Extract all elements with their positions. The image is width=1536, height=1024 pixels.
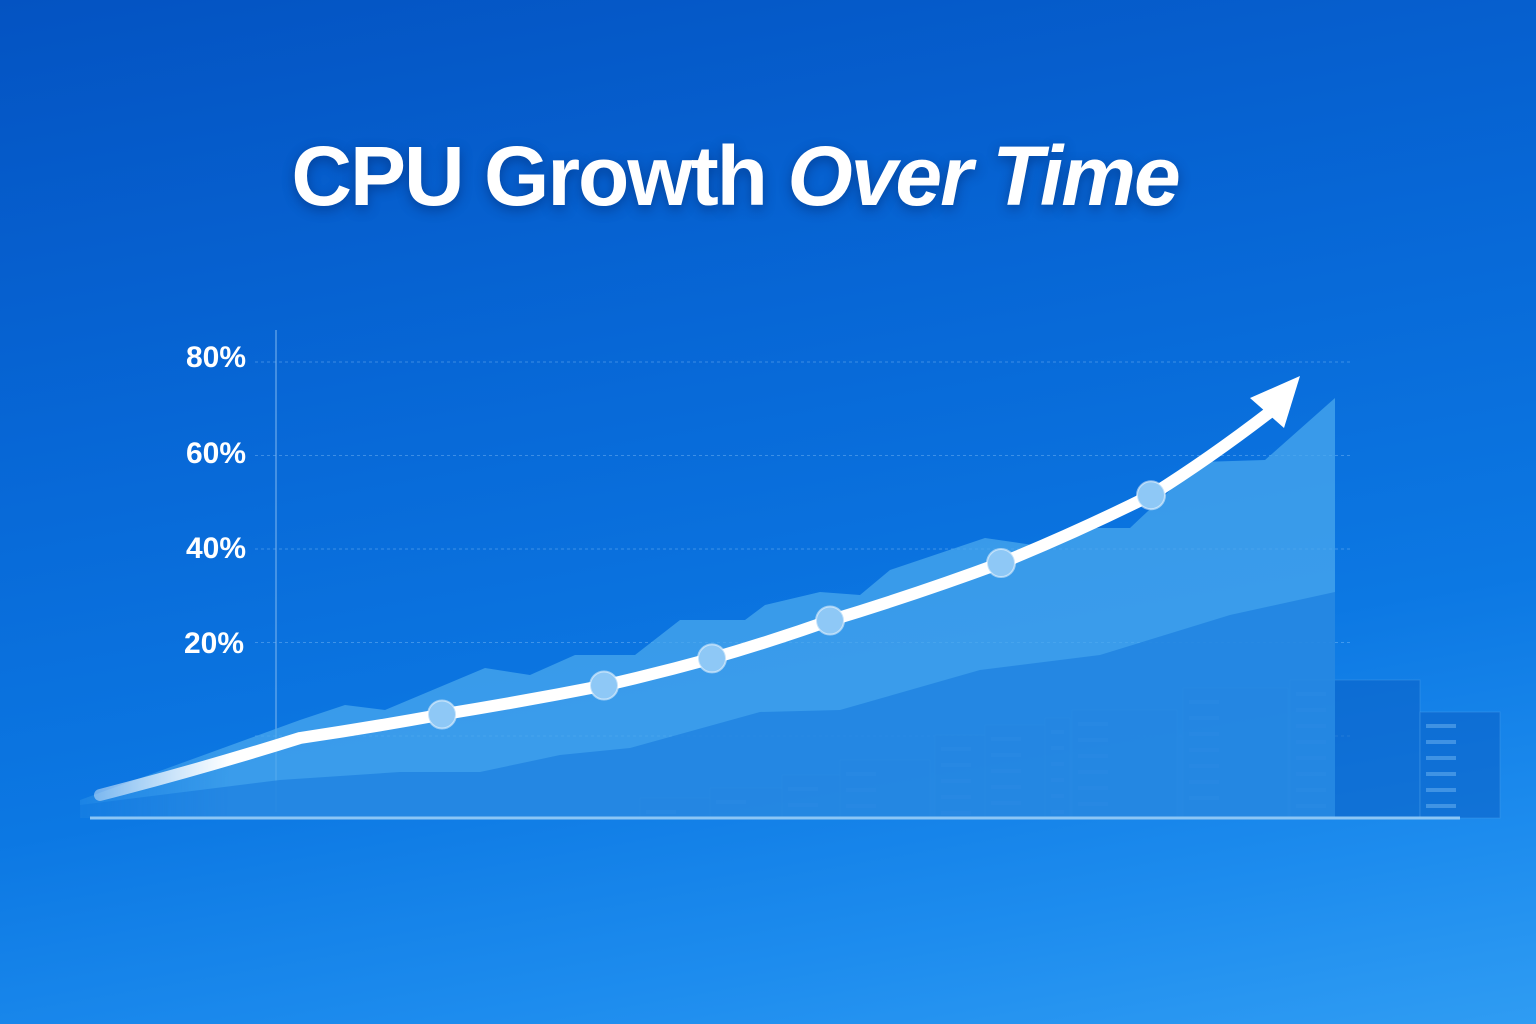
- y-tick-labels: 20% 40% 60% 80%: [184, 341, 246, 660]
- data-points: [427, 480, 1166, 730]
- server-slot: [1426, 724, 1456, 728]
- y-tick-label: 80%: [186, 341, 246, 374]
- y-tick-label: 60%: [186, 437, 246, 470]
- title-emphasis: Over Time: [787, 129, 1180, 223]
- area-lower: [80, 592, 1335, 818]
- data-point: [986, 548, 1016, 579]
- server-slot: [1426, 804, 1456, 808]
- data-point: [427, 699, 457, 730]
- y-tick-label: 40%: [186, 532, 246, 565]
- data-point: [815, 605, 845, 636]
- data-point: [589, 670, 619, 701]
- server-slot: [1426, 772, 1456, 776]
- server-rack: [1419, 711, 1501, 819]
- data-point: [1136, 480, 1166, 511]
- server-slot: [1426, 788, 1456, 792]
- trend-arrow-head: [1250, 376, 1300, 428]
- server-slot: [1426, 740, 1456, 744]
- chart-title: CPU Growth Over Time: [0, 128, 1470, 225]
- data-point: [697, 643, 727, 674]
- title-main: CPU Growth: [291, 129, 768, 223]
- y-tick-label: 20%: [184, 627, 244, 660]
- server-slot: [1426, 756, 1456, 760]
